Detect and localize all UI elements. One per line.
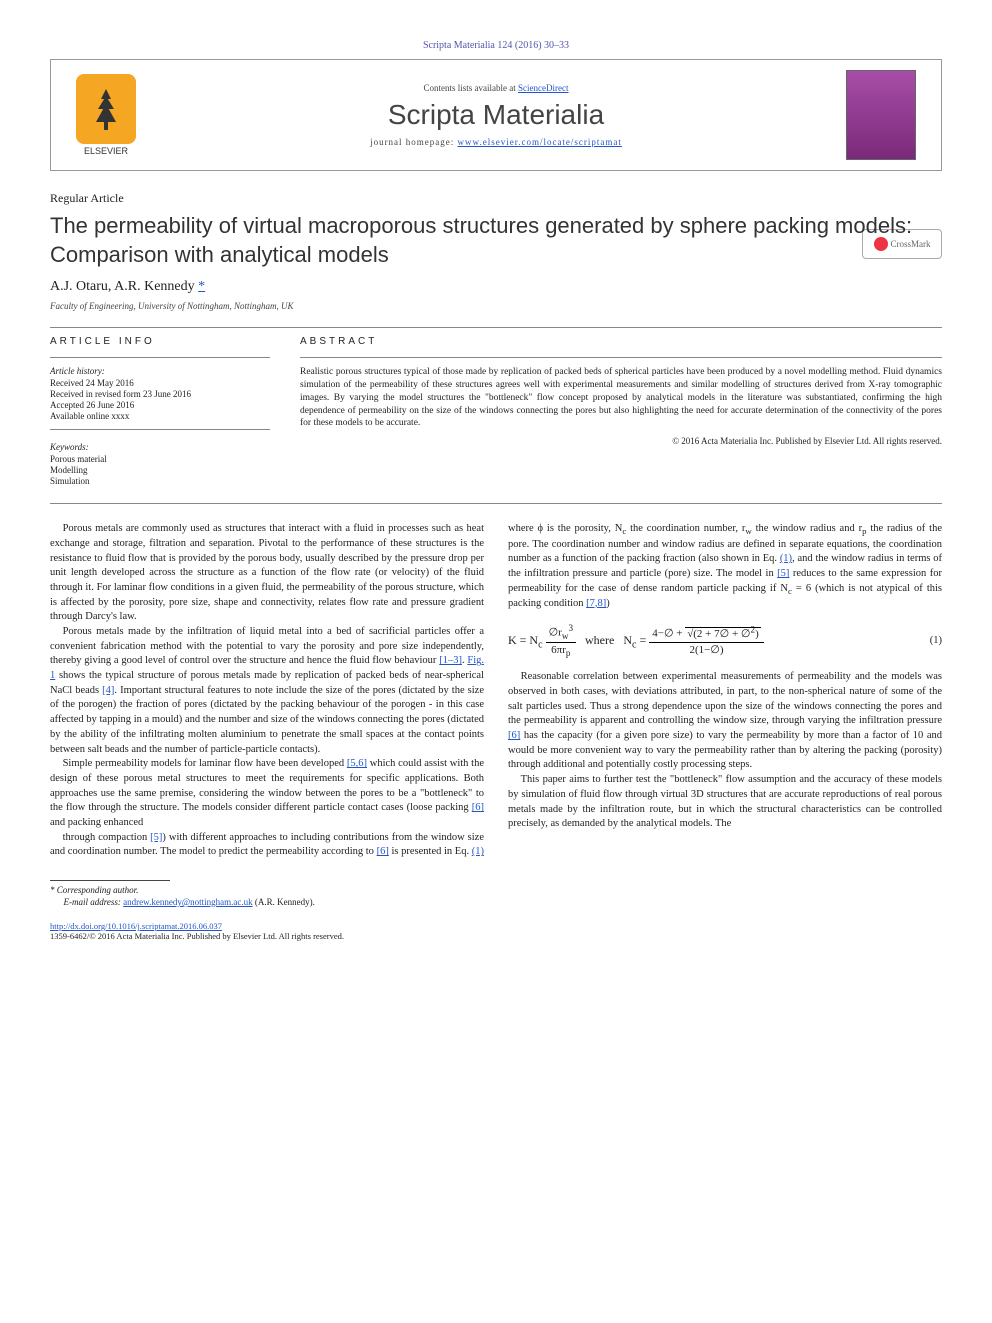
body-para: This paper aims to further test the "bot… xyxy=(508,773,942,832)
elsevier-tree-icon xyxy=(76,74,136,144)
crossmark-label: CrossMark xyxy=(891,239,931,249)
divider xyxy=(50,357,270,358)
text: Reasonable correlation between experimen… xyxy=(508,671,942,726)
journal-title: Scripta Materialia xyxy=(146,99,846,131)
text: has the capacity (for a given pore size)… xyxy=(508,730,942,770)
publisher-logo-block: ELSEVIER xyxy=(66,74,146,156)
author-names: A.J. Otaru, A.R. Kennedy xyxy=(50,279,198,294)
journal-cover-icon xyxy=(846,70,916,160)
keyword: Porous material xyxy=(50,454,270,464)
publisher-name: ELSEVIER xyxy=(84,146,128,156)
divider xyxy=(50,429,270,430)
issn-copyright: 1359-6462/© 2016 Acta Materialia Inc. Pu… xyxy=(50,931,344,941)
text: is presented in Eq. xyxy=(389,846,472,857)
keywords-head: Keywords: xyxy=(50,442,270,452)
cover-thumbnail-block xyxy=(846,70,926,160)
body-para: Porous metals made by the infiltration o… xyxy=(50,625,484,757)
journal-reference: Scripta Materialia 124 (2016) 30–33 xyxy=(50,40,942,51)
corresponding-star[interactable]: * xyxy=(198,279,205,294)
footnote-rule xyxy=(50,880,170,881)
abstract-heading: ABSTRACT xyxy=(300,336,942,347)
equation-number: (1) xyxy=(930,634,942,649)
article-info-heading: ARTICLE INFO xyxy=(50,336,270,347)
footer: * Corresponding author. E-mail address: … xyxy=(50,880,942,941)
affiliation: Faculty of Engineering, University of No… xyxy=(50,301,942,311)
citation-link[interactable]: [4] xyxy=(102,685,114,696)
journal-homepage: journal homepage: www.elsevier.com/locat… xyxy=(146,137,846,147)
body-para: Simple permeability models for laminar f… xyxy=(50,757,484,830)
article-type: Regular Article xyxy=(50,191,942,206)
doi-link[interactable]: http://dx.doi.org/10.1016/j.scriptamat.2… xyxy=(50,921,222,931)
divider xyxy=(50,327,942,328)
header-center: Contents lists available at ScienceDirec… xyxy=(146,83,846,147)
citation-link[interactable]: [5] xyxy=(777,568,789,579)
citation-link[interactable]: [5,6] xyxy=(347,758,367,769)
footer-bottom: http://dx.doi.org/10.1016/j.scriptamat.2… xyxy=(50,921,942,941)
homepage-prefix: journal homepage: xyxy=(370,137,457,147)
text: ) xyxy=(606,598,610,609)
authors: A.J. Otaru, A.R. Kennedy * xyxy=(50,279,942,295)
received-date: Received 24 May 2016 xyxy=(50,378,270,388)
body-para: Porous metals are commonly used as struc… xyxy=(50,522,484,625)
email-link[interactable]: andrew.kennedy@nottingham.ac.uk xyxy=(123,897,252,907)
body-columns: Porous metals are commonly used as struc… xyxy=(50,522,942,860)
journal-header: ELSEVIER Contents lists available at Sci… xyxy=(50,59,942,171)
abstract-copyright: © 2016 Acta Materialia Inc. Published by… xyxy=(300,436,942,446)
email-line: E-mail address: andrew.kennedy@nottingha… xyxy=(64,897,943,907)
citation-link[interactable]: [1–3] xyxy=(439,655,462,666)
text: the window radius and r xyxy=(752,523,862,534)
corresponding-note: * Corresponding author. xyxy=(50,885,942,895)
contents-line: Contents lists available at ScienceDirec… xyxy=(146,83,846,93)
citation-link[interactable]: [5] xyxy=(150,832,162,843)
citation-link[interactable]: [6] xyxy=(377,846,389,857)
equation-link[interactable]: (1) xyxy=(472,846,484,857)
contents-prefix: Contents lists available at xyxy=(424,83,518,93)
revised-date: Received in revised form 23 June 2016 xyxy=(50,389,270,399)
article-title: The permeability of virtual macroporous … xyxy=(50,212,942,269)
body-para: Reasonable correlation between experimen… xyxy=(508,670,942,773)
email-suffix: (A.R. Kennedy). xyxy=(253,897,315,907)
meta-row: ARTICLE INFO Article history: Received 2… xyxy=(50,336,942,487)
keyword: Modelling xyxy=(50,465,270,475)
equation-body: K = Nc ∅rw36πrp where Nc = 4−∅ + √(2 + 7… xyxy=(508,622,764,661)
text: . Important structural features to note … xyxy=(50,685,484,755)
text: Simple permeability models for laminar f… xyxy=(63,758,347,769)
keyword: Simulation xyxy=(50,476,270,486)
page: Scripta Materialia 124 (2016) 30–33 ELSE… xyxy=(0,0,992,981)
equation-1: K = Nc ∅rw36πrp where Nc = 4−∅ + √(2 + 7… xyxy=(508,622,942,661)
text: through compaction xyxy=(63,832,151,843)
abstract-block: ABSTRACT Realistic porous structures typ… xyxy=(300,336,942,487)
history-head: Article history: xyxy=(50,366,270,376)
equation-link[interactable]: (1) xyxy=(780,553,792,564)
article-info-block: ARTICLE INFO Article history: Received 2… xyxy=(50,336,270,487)
citation-link[interactable]: [7,8] xyxy=(586,598,606,609)
sciencedirect-link[interactable]: ScienceDirect xyxy=(518,83,568,93)
email-label: E-mail address: xyxy=(64,897,124,907)
accepted-date: Accepted 26 June 2016 xyxy=(50,400,270,410)
divider xyxy=(300,357,942,358)
divider xyxy=(50,503,942,504)
citation-link[interactable]: [6] xyxy=(472,802,484,813)
citation-link[interactable]: [6] xyxy=(508,730,520,741)
text: the coordination number, r xyxy=(626,523,745,534)
available-date: Available online xxxx xyxy=(50,411,270,421)
text: where ϕ is the porosity, N xyxy=(508,523,622,534)
text: Porous metals made by the infiltration o… xyxy=(50,626,484,666)
abstract-text: Realistic porous structures typical of t… xyxy=(300,366,942,430)
homepage-link[interactable]: www.elsevier.com/locate/scriptamat xyxy=(458,137,622,147)
text: and packing enhanced xyxy=(50,817,143,828)
